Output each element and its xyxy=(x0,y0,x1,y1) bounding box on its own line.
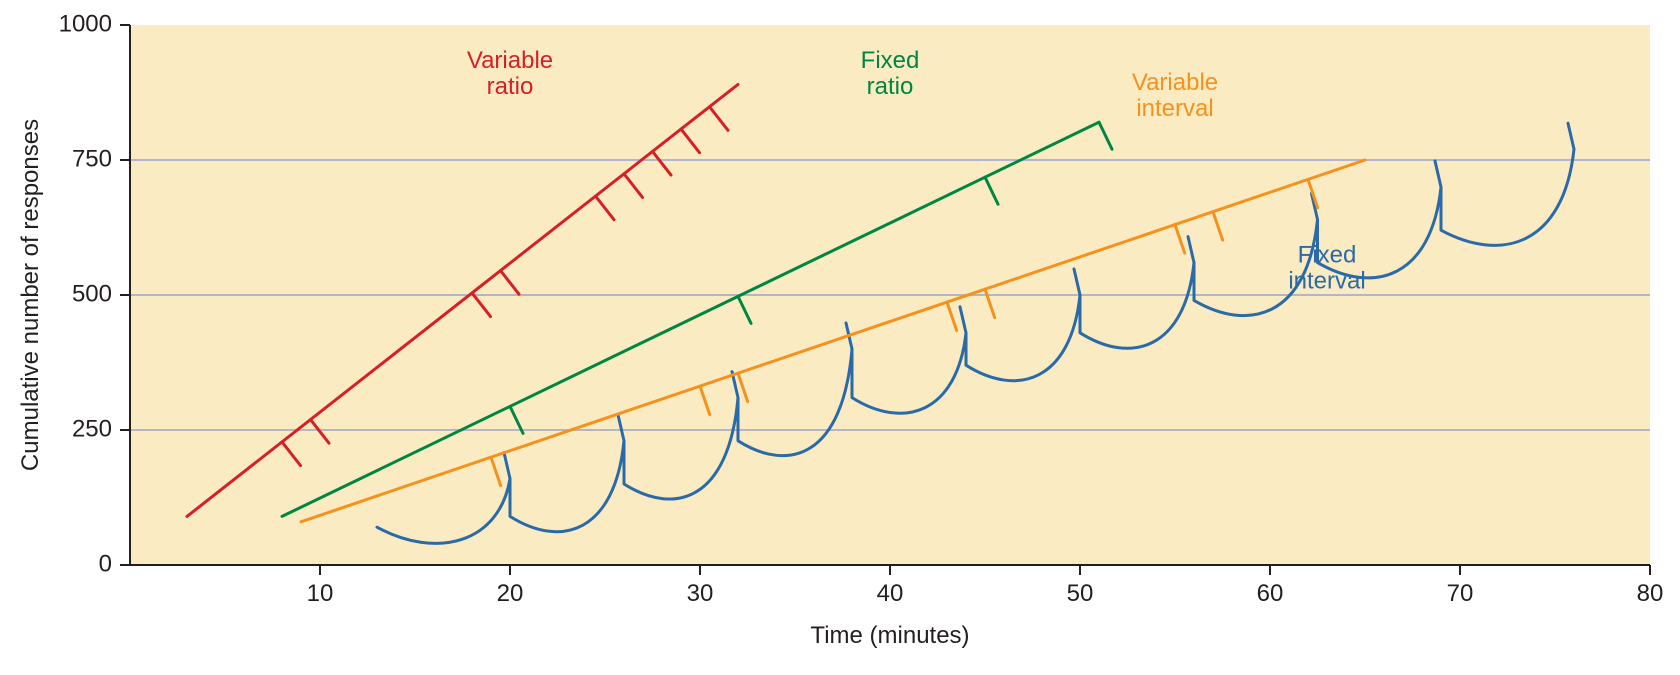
x-tick-label: 30 xyxy=(687,580,714,607)
x-tick-label: 40 xyxy=(877,580,904,607)
y-tick-label: 750 xyxy=(72,145,112,172)
x-tick-label: 80 xyxy=(1637,580,1664,607)
y-tick-label: 0 xyxy=(99,550,112,577)
x-axis-label: Time (minutes) xyxy=(810,622,969,649)
label-fixed_interval: Fixedinterval xyxy=(1288,242,1365,295)
y-tick-label: 250 xyxy=(72,415,112,442)
y-tick-label: 500 xyxy=(72,280,112,307)
label-variable_interval: Variableinterval xyxy=(1132,69,1218,122)
x-tick-label: 60 xyxy=(1257,580,1284,607)
x-tick-label: 10 xyxy=(307,580,334,607)
label-fixed_ratio: Fixedratio xyxy=(861,47,920,100)
x-tick-label: 50 xyxy=(1067,580,1094,607)
x-tick-label: 20 xyxy=(497,580,524,607)
x-tick-label: 70 xyxy=(1447,580,1474,607)
y-tick-label: 1000 xyxy=(59,10,112,37)
y-axis-label: Cumulative number of responses xyxy=(17,119,44,471)
reinforcement-schedule-chart: 0 250 500 750 1000 10 20 30 40 50 60 70 80 Time (minu… xyxy=(0,0,1680,675)
